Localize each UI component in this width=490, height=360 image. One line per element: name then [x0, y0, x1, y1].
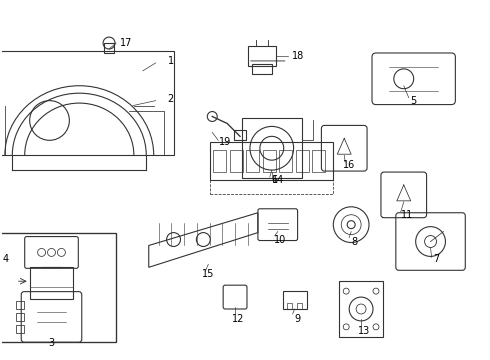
Text: 18: 18 — [292, 51, 304, 61]
Text: 3: 3 — [49, 338, 54, 348]
Text: 11: 11 — [401, 210, 413, 220]
Bar — [246, 150, 259, 172]
Text: 1: 1 — [168, 56, 173, 66]
Bar — [210, 180, 333, 194]
Text: 10: 10 — [273, 234, 286, 244]
Bar — [252, 64, 272, 74]
Bar — [234, 130, 246, 140]
Bar — [104, 43, 114, 53]
Text: 15: 15 — [202, 269, 215, 279]
Text: 4: 4 — [3, 255, 9, 264]
Text: 14: 14 — [271, 175, 284, 185]
Text: 9: 9 — [294, 314, 301, 324]
Bar — [210, 142, 333, 180]
Text: 6: 6 — [272, 175, 278, 185]
Bar — [263, 150, 276, 172]
Bar — [339, 281, 383, 337]
Bar — [287, 303, 292, 309]
Bar — [16, 313, 24, 321]
Bar — [242, 118, 301, 178]
Bar — [0, 233, 116, 342]
Text: 7: 7 — [433, 255, 440, 264]
Text: 8: 8 — [351, 237, 357, 247]
Bar — [297, 303, 302, 309]
Bar — [30, 267, 74, 299]
Bar — [213, 150, 226, 172]
Text: 17: 17 — [120, 38, 132, 48]
Bar — [0, 51, 173, 155]
Text: 5: 5 — [411, 96, 417, 105]
Bar — [16, 325, 24, 333]
Text: 2: 2 — [168, 94, 173, 104]
Text: 13: 13 — [358, 326, 370, 336]
Text: 12: 12 — [232, 314, 244, 324]
Bar — [296, 150, 309, 172]
Bar — [279, 150, 293, 172]
Text: 19: 19 — [219, 137, 231, 147]
Text: 16: 16 — [343, 160, 355, 170]
Bar — [248, 46, 276, 66]
Bar — [230, 150, 243, 172]
Bar — [16, 301, 24, 309]
Bar — [283, 291, 307, 309]
Bar — [313, 150, 325, 172]
